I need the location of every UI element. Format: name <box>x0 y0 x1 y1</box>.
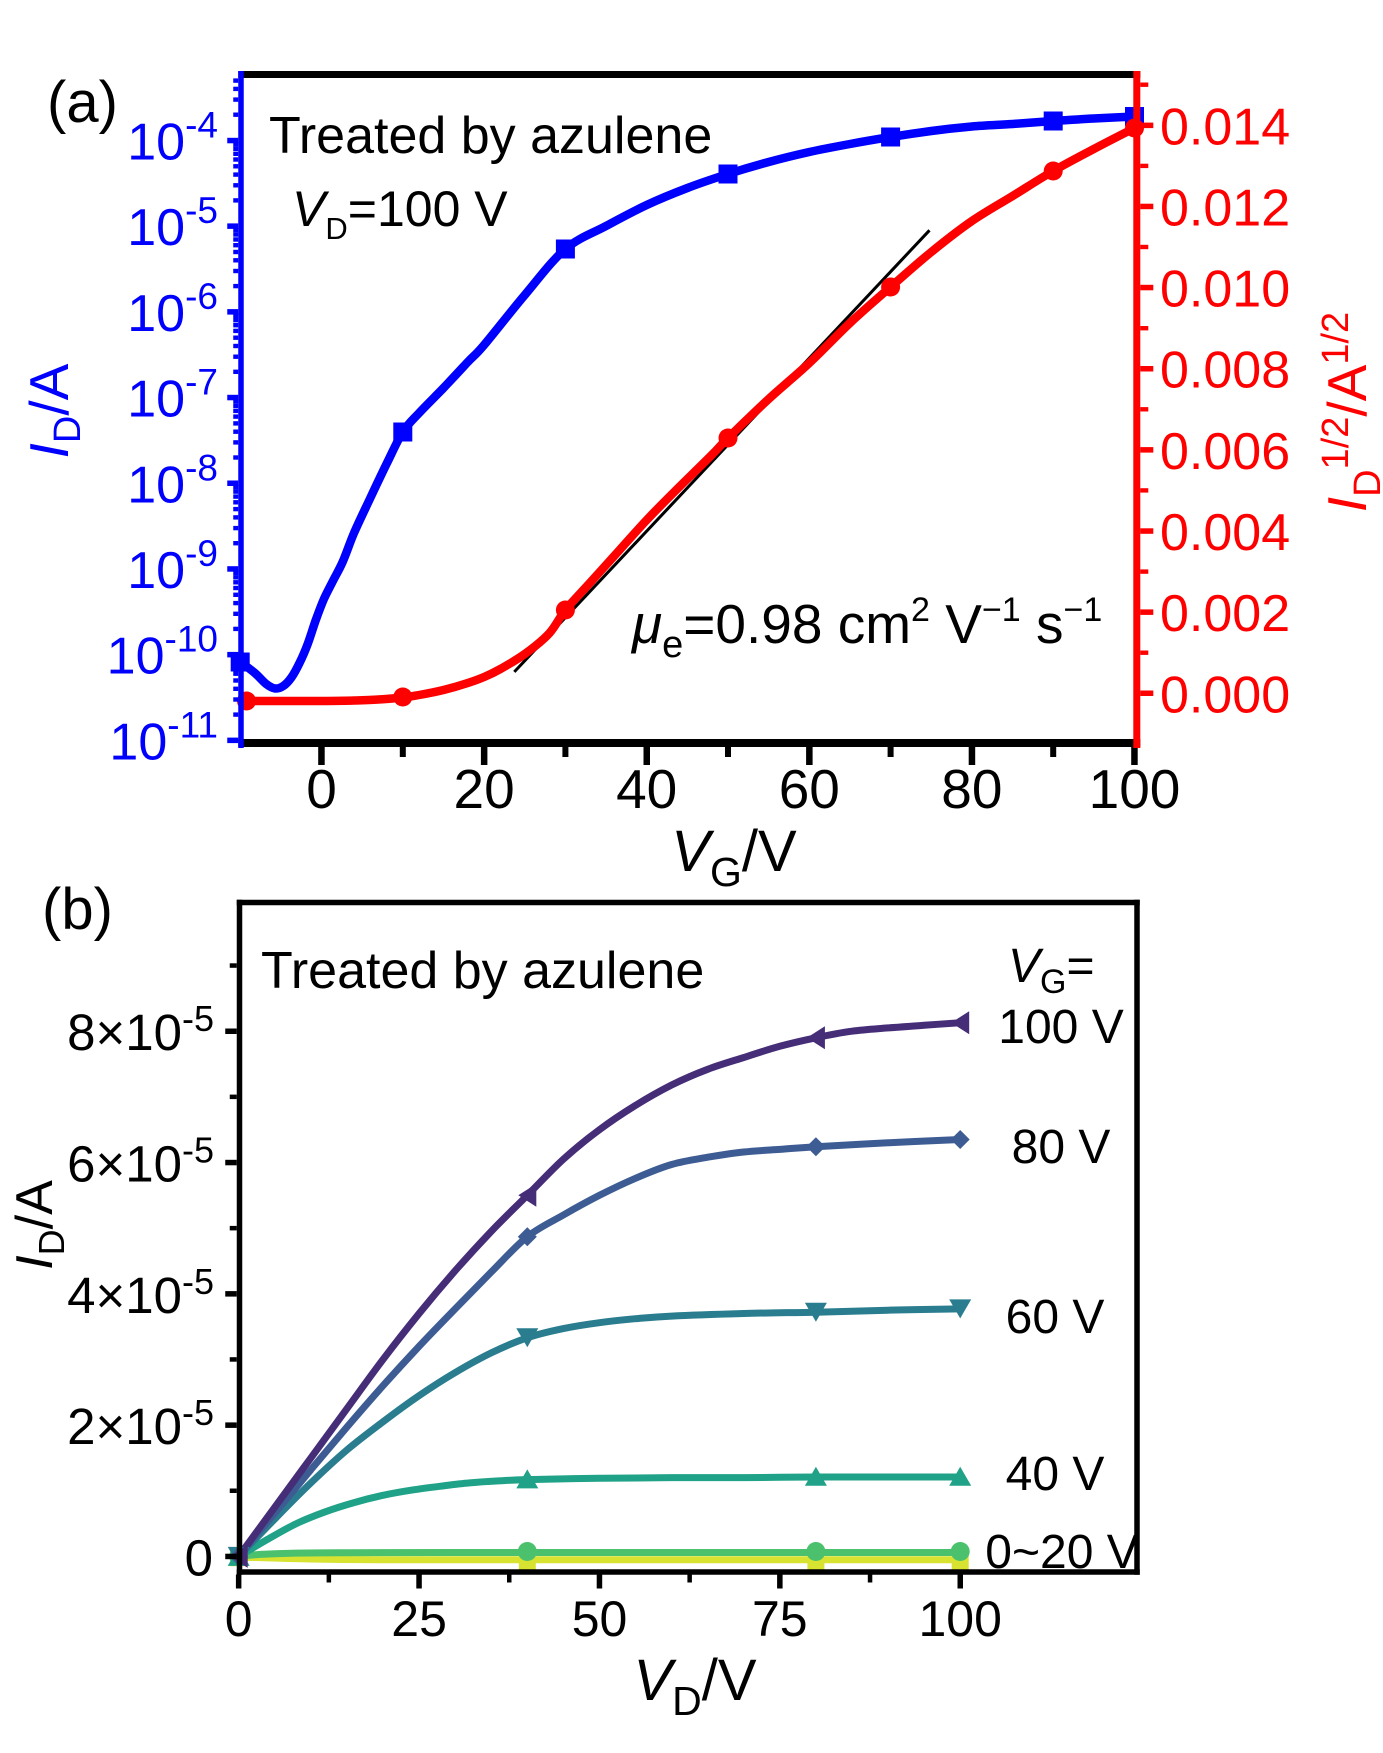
svg-text:40 V: 40 V <box>1006 1448 1105 1501</box>
svg-text:VG/V: VG/V <box>671 819 797 895</box>
svg-text:0.012: 0.012 <box>1160 180 1290 238</box>
svg-text:VD=100 V: VD=100 V <box>292 181 508 246</box>
svg-text:20: 20 <box>454 758 515 820</box>
svg-text:ID1/2/A1/2: ID1/2/A1/2 <box>1315 312 1383 512</box>
svg-text:0: 0 <box>225 1591 253 1647</box>
svg-text:75: 75 <box>752 1591 808 1647</box>
svg-text:μe=0.98 cm2 V−1 s−1: μe=0.98 cm2 V−1 s−1 <box>630 591 1102 666</box>
svg-text:0.000: 0.000 <box>1160 666 1290 724</box>
svg-text:80: 80 <box>941 758 1002 820</box>
svg-text:VD/V: VD/V <box>633 1648 756 1724</box>
svg-text:40: 40 <box>616 758 677 820</box>
svg-text:0: 0 <box>306 758 337 820</box>
svg-text:VG=: VG= <box>1008 940 1095 1001</box>
svg-text:25: 25 <box>391 1591 447 1647</box>
svg-text:100: 100 <box>918 1591 1001 1647</box>
svg-text:0.014: 0.014 <box>1160 98 1290 156</box>
svg-text:50: 50 <box>572 1591 628 1647</box>
svg-text:0.008: 0.008 <box>1160 342 1290 400</box>
svg-text:0.006: 0.006 <box>1160 423 1290 481</box>
svg-text:(b): (b) <box>42 877 113 942</box>
svg-text:ID/A: ID/A <box>6 1180 72 1270</box>
svg-text:100: 100 <box>1089 758 1181 820</box>
svg-text:60 V: 60 V <box>1006 1291 1105 1344</box>
svg-text:0: 0 <box>185 1529 213 1586</box>
svg-text:60: 60 <box>779 758 840 820</box>
svg-text:0~20 V: 0~20 V <box>985 1526 1138 1579</box>
svg-text:ID/A: ID/A <box>18 363 89 458</box>
svg-text:100 V: 100 V <box>998 1001 1123 1054</box>
svg-text:0.010: 0.010 <box>1160 261 1290 319</box>
svg-text:80 V: 80 V <box>1012 1121 1111 1174</box>
svg-text:(a): (a) <box>47 70 118 135</box>
svg-text:Treated by azulene: Treated by azulene <box>269 107 712 165</box>
svg-text:Treated by azulene: Treated by azulene <box>261 942 704 1000</box>
svg-text:0.004: 0.004 <box>1160 504 1290 562</box>
svg-text:0.002: 0.002 <box>1160 585 1290 643</box>
